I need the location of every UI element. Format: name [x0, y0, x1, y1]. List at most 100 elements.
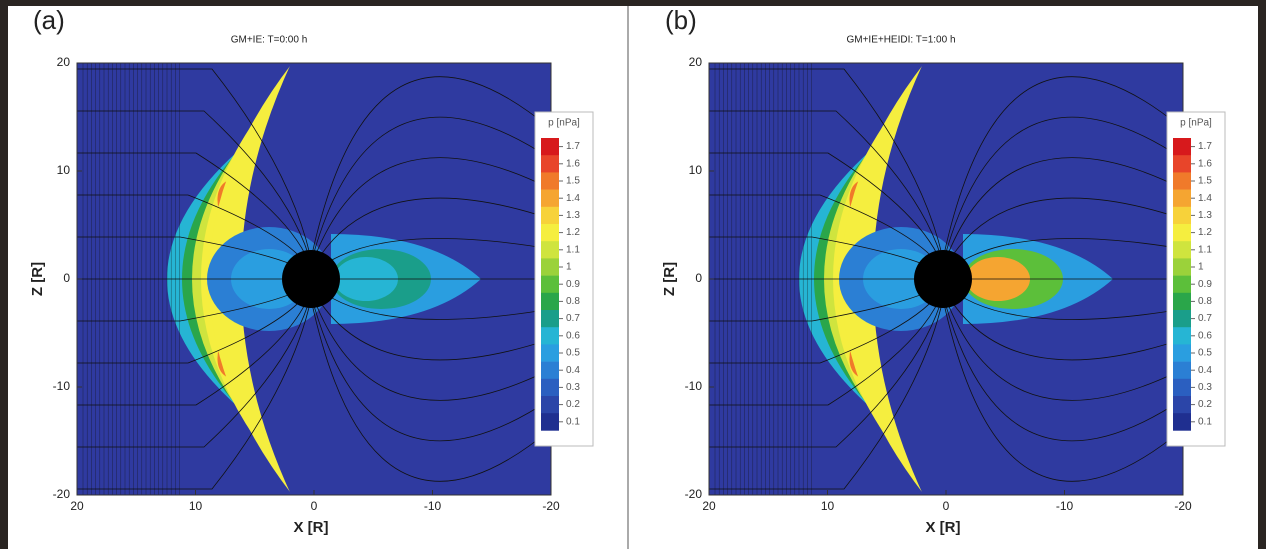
colorbar-tick-label: 0.3 [1198, 382, 1212, 393]
colorbar-cell [541, 190, 559, 208]
colorbar-tick-label: 0.5 [1198, 348, 1212, 359]
x-axis-label: X [R] [294, 519, 329, 536]
colorbar-tick-label: 1.2 [566, 227, 580, 238]
colorbar-tick-label: 1.4 [566, 193, 580, 204]
colorbar-cell [541, 379, 559, 397]
colorbar-cell [1173, 224, 1191, 242]
colorbar-tick-label: 1.3 [1198, 210, 1212, 221]
colorbar-cell [541, 155, 559, 173]
y-tick-label: -20 [53, 487, 71, 501]
colorbar-tick-label: 1.3 [566, 210, 580, 221]
colorbar-cell [1173, 293, 1191, 311]
colorbar-tick-label: 1.1 [1198, 244, 1212, 255]
panel-title: GM+IE: T=0:00 h [231, 35, 308, 46]
colorbar-tick-label: 1.5 [1198, 176, 1212, 187]
x-tick-label: 10 [821, 499, 835, 513]
y-tick-label: 0 [695, 271, 702, 285]
colorbar-tick-label: 1.6 [1198, 158, 1212, 169]
x-tick-label: 20 [70, 499, 84, 513]
colorbar-cell [541, 241, 559, 259]
x-tick-label: -10 [424, 499, 442, 513]
y-tick-label: -10 [53, 379, 71, 393]
colorbar-tick-label: 1.2 [1198, 227, 1212, 238]
colorbar-tick-label: 0.7 [566, 313, 580, 324]
x-tick-label: 20 [702, 499, 716, 513]
colorbar-tick-label: 0.9 [566, 279, 580, 290]
y-axis-label: Z [R] [29, 262, 46, 296]
colorbar-cell [1173, 241, 1191, 259]
plot-area [709, 23, 1233, 535]
colorbar-tick-label: 0.5 [566, 348, 580, 359]
earth [914, 250, 972, 308]
colorbar-tick-label: 0.4 [1198, 365, 1212, 376]
y-tick-label: 20 [57, 55, 71, 69]
colorbar-tick-label: 0.1 [566, 416, 580, 427]
y-tick-label: 10 [57, 163, 71, 177]
x-tick-label: -10 [1056, 499, 1074, 513]
y-tick-label: -20 [685, 487, 703, 501]
colorbar-cell [541, 344, 559, 362]
colorbar-cell [541, 276, 559, 294]
colorbar-tick-label: 0.8 [566, 296, 580, 307]
earth [282, 250, 340, 308]
colorbar-tick-label: 1 [1198, 262, 1204, 273]
x-tick-label: -20 [1174, 499, 1192, 513]
colorbar-cell [541, 224, 559, 242]
colorbar-cell [541, 172, 559, 190]
colorbar-cell [1173, 258, 1191, 276]
colorbar-tick-label: 0.1 [1198, 416, 1212, 427]
panel-title: GM+IE+HEIDI: T=1:00 h [846, 35, 955, 46]
x-axis-label: X [R] [926, 519, 961, 536]
colorbar-cell [1173, 310, 1191, 328]
colorbar-cell [541, 310, 559, 328]
colorbar-cell [1173, 396, 1191, 414]
colorbar-cell [541, 207, 559, 225]
colorbar-cell [1173, 190, 1191, 208]
colorbar-title: p [nPa] [548, 118, 580, 129]
colorbar-cell [1173, 413, 1191, 431]
colorbar-tick-label: 0.2 [1198, 399, 1212, 410]
colorbar-cell [1173, 138, 1191, 156]
colorbar-tick-label: 1.4 [1198, 193, 1212, 204]
figure: 20100-10-2020100-10-20(a)GM+IE: T=0:00 h… [0, 0, 1266, 549]
colorbar-tick-label: 0.9 [1198, 279, 1212, 290]
x-tick-label: 10 [189, 499, 203, 513]
colorbar-cell [541, 413, 559, 431]
colorbar-cell [1173, 362, 1191, 380]
colorbar-cell [541, 362, 559, 380]
x-tick-label: 0 [943, 499, 950, 513]
colorbar-cell [1173, 155, 1191, 173]
y-tick-label: 10 [689, 163, 703, 177]
colorbar-cell [1173, 276, 1191, 294]
colorbar-tick-label: 0.6 [1198, 330, 1212, 341]
x-tick-label: -20 [542, 499, 560, 513]
y-tick-label: 20 [689, 55, 703, 69]
colorbar-cell [541, 293, 559, 311]
panel-label: (a) [33, 5, 65, 35]
y-tick-label: 0 [63, 271, 70, 285]
colorbar-cell [1173, 344, 1191, 362]
colorbar-cell [1173, 379, 1191, 397]
colorbar-tick-label: 0.2 [566, 399, 580, 410]
colorbar-tick-label: 0.3 [566, 382, 580, 393]
plot-area [77, 23, 601, 535]
colorbar-cell [541, 138, 559, 156]
colorbar-tick-label: 1.7 [1198, 141, 1212, 152]
panel-label: (b) [665, 5, 697, 35]
colorbar-cell [1173, 172, 1191, 190]
colorbar-cell [541, 258, 559, 276]
colorbar-tick-label: 1 [566, 262, 572, 273]
colorbar-cell [541, 396, 559, 414]
colorbar-tick-label: 0.8 [1198, 296, 1212, 307]
colorbar-tick-label: 0.6 [566, 330, 580, 341]
colorbar-tick-label: 0.4 [566, 365, 580, 376]
colorbar-cell [1173, 207, 1191, 225]
y-axis-label: Z [R] [661, 262, 678, 296]
colorbar-cell [541, 327, 559, 345]
colorbar-tick-label: 1.6 [566, 158, 580, 169]
colorbar-tick-label: 1.5 [566, 176, 580, 187]
colorbar-tick-label: 1.7 [566, 141, 580, 152]
y-tick-label: -10 [685, 379, 703, 393]
colorbar-tick-label: 1.1 [566, 244, 580, 255]
colorbar-title: p [nPa] [1180, 118, 1212, 129]
